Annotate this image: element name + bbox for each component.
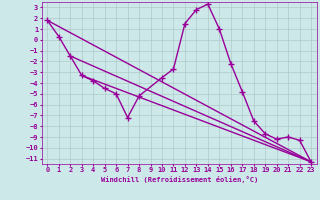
- X-axis label: Windchill (Refroidissement éolien,°C): Windchill (Refroidissement éolien,°C): [100, 176, 258, 183]
